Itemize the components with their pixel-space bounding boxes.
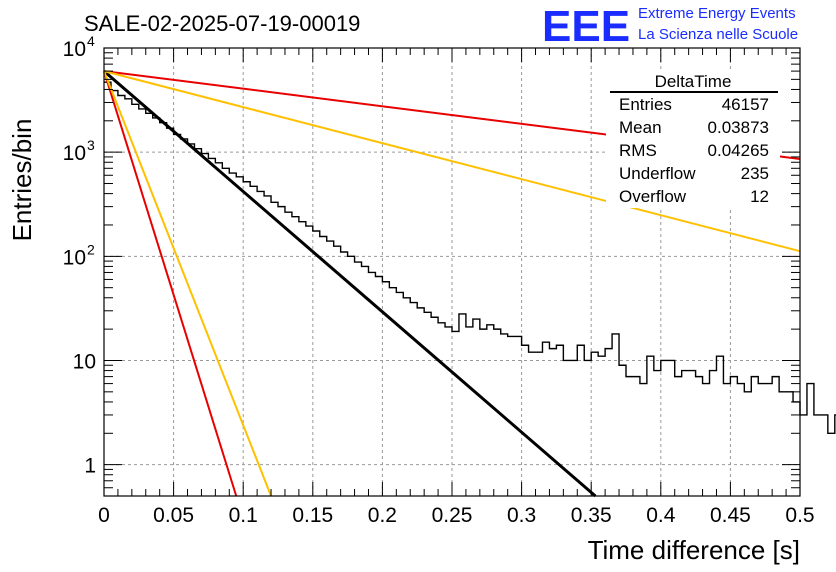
- logo-line-1: Extreme Energy Events: [638, 5, 796, 22]
- x-tick-label: 0: [98, 504, 110, 527]
- y-tick-exponent: 3: [87, 137, 95, 153]
- histogram: [104, 81, 836, 434]
- stat-value-mean: 0.03873: [708, 118, 769, 137]
- x-axis-label: Time difference [s]: [588, 535, 800, 565]
- stats-box-title: DeltaTime: [655, 72, 732, 91]
- axes: 0 0.05 0.1 0.15 0.2 0.25 0.3 0.35 0.4 0.45 0.5 1 10 1…: [63, 33, 815, 527]
- fit-line-2: [103, 70, 801, 253]
- stat-value-overflow: 12: [750, 187, 769, 206]
- stats-box-bg: [606, 72, 780, 208]
- stat-value-entries: 46157: [722, 95, 769, 114]
- y-axis-label: Entries/bin: [7, 119, 37, 242]
- histogram-outline: [104, 81, 836, 434]
- stat-label-entries: Entries: [619, 95, 672, 114]
- fit-line-4: [103, 70, 272, 497]
- logo-letters: EEE: [542, 2, 630, 51]
- x-tick-label: 0.2: [368, 504, 397, 527]
- chart-title: SALE-02-2025-07-19-00019: [84, 11, 360, 36]
- x-tick-label: 0.45: [710, 504, 751, 527]
- x-tick-label: 0.05: [153, 504, 194, 527]
- fit-lines: [103, 69, 801, 498]
- y-tick-label: 10: [73, 350, 96, 373]
- x-tick-label: 0.1: [229, 504, 258, 527]
- x-tick-label: 0.5: [785, 504, 814, 527]
- logo-line-2: La Scienza nelle Scuole: [638, 26, 798, 43]
- x-tick-label: 0.35: [571, 504, 612, 527]
- stat-label-rms: RMS: [619, 141, 657, 160]
- y-tick-label: 10: [63, 38, 86, 61]
- stats-box: DeltaTime Entries 46157 Mean 0.03873 RMS…: [606, 72, 780, 208]
- x-tick-label: 0.25: [432, 504, 473, 527]
- eee-logo: EEE Extreme Energy Events La Scienza nel…: [542, 2, 798, 51]
- fit-line-3: [103, 70, 238, 497]
- y-tick-exponent: 2: [87, 241, 95, 257]
- fit-line-0: [103, 69, 597, 498]
- y-tick-exponent: 4: [87, 33, 95, 49]
- stat-label-mean: Mean: [619, 118, 662, 137]
- stat-label-overflow: Overflow: [619, 187, 687, 206]
- y-tick-label: 10: [63, 246, 86, 269]
- stat-value-underflow: 235: [741, 164, 769, 183]
- stat-label-underflow: Underflow: [619, 164, 696, 183]
- x-tick-label: 0.4: [646, 504, 676, 527]
- x-tick-label: 0.15: [292, 504, 333, 527]
- y-tick-label: 1: [84, 455, 96, 478]
- y-tick-label: 10: [63, 142, 86, 165]
- x-tick-label: 0.3: [507, 504, 536, 527]
- stat-value-rms: 0.04265: [708, 141, 769, 160]
